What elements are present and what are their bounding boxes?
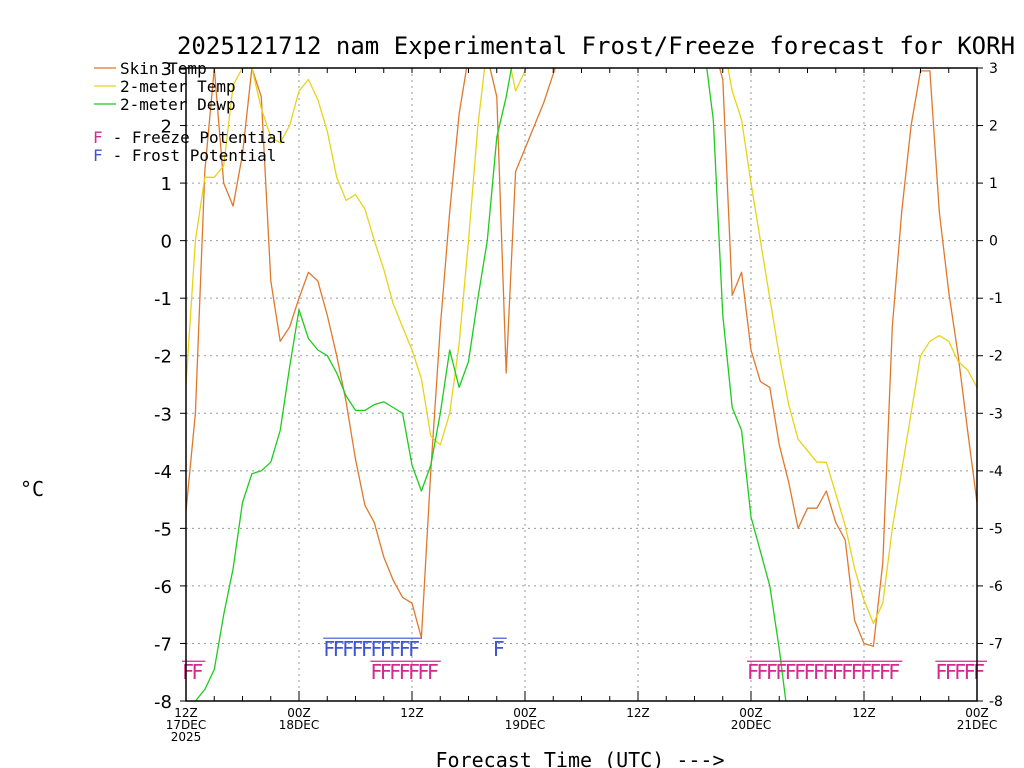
- freeze-marker: F: [785, 660, 797, 684]
- x-tick-label: 00Z: [965, 706, 989, 720]
- x-tick-label: 12Z: [852, 706, 876, 720]
- freeze-marker: F: [408, 660, 420, 684]
- x-tick-label: 00Z: [513, 706, 537, 720]
- y-tick-label-right: 2: [989, 119, 998, 135]
- plot-frame: [185, 67, 978, 702]
- y-tick-label-right: 3: [989, 61, 998, 77]
- freeze-marker: F: [804, 660, 816, 684]
- series-group: [186, 68, 977, 701]
- legend-line-label: Skin Temp: [120, 59, 207, 78]
- series-line-2-meter-temp: [186, 68, 977, 624]
- x-axis-label: Forecast Time (UTC) --->: [436, 748, 725, 768]
- legend-line-label: 2-meter Temp: [120, 77, 236, 96]
- y-tick-label-right: -3: [989, 406, 1003, 422]
- freeze-marker: F: [888, 660, 900, 684]
- frost-marker: F: [408, 637, 420, 661]
- legend-marker-letter: F: [93, 128, 103, 147]
- frost-marker: F: [361, 637, 373, 661]
- y-tick-label-left: 1: [161, 174, 172, 195]
- x-tick-label: 19DEC: [505, 718, 545, 732]
- y-tick-label-left: -5: [154, 519, 172, 540]
- y-tick-label-right: -1: [989, 291, 1003, 307]
- freeze-marker: F: [860, 660, 872, 684]
- x-tick-label: 12Z: [174, 706, 198, 720]
- legend-line-label: 2-meter Dewp: [120, 95, 236, 114]
- y-tick-label-left: -7: [154, 634, 172, 655]
- freeze-marker: F: [945, 660, 957, 684]
- frost-marker: F: [352, 637, 364, 661]
- freeze-marker: F: [389, 660, 401, 684]
- legend-marker-label: - Frost Potential: [103, 146, 276, 165]
- freeze-marker: F: [417, 660, 429, 684]
- freeze-marker: F: [380, 660, 392, 684]
- legend-marker-label: - Freeze Potential: [103, 128, 286, 147]
- frost-marker: F: [370, 637, 382, 661]
- freeze-marker: F: [935, 660, 947, 684]
- freeze-marker: F: [794, 660, 806, 684]
- x-tick-label: 12Z: [400, 706, 424, 720]
- x-tick-label: 12Z: [626, 706, 650, 720]
- y-axis-label: °C: [20, 477, 44, 501]
- freeze-marker: F: [766, 660, 778, 684]
- legend-marker-letter: F: [93, 146, 103, 165]
- chart-title: 2025121712 nam Experimental Frost/Freeze…: [177, 32, 1015, 60]
- y-tick-label-left: 3: [161, 59, 172, 80]
- x-tick-label: 18DEC: [279, 718, 319, 732]
- x-tick-label: 17DEC: [166, 718, 206, 732]
- freeze-marker: F: [427, 660, 439, 684]
- freeze-marker: F: [964, 660, 976, 684]
- y-tick-label-right: 1: [989, 176, 998, 192]
- frost-marker: F: [380, 637, 392, 661]
- y-tick-label-right: -4: [989, 464, 1003, 480]
- y-tick-label-right: -2: [989, 349, 1003, 365]
- y-tick-label-right: -6: [989, 579, 1003, 595]
- freeze-marker: F: [370, 660, 382, 684]
- y-tick-label-left: -1: [154, 289, 172, 310]
- frost-marker: F: [389, 637, 401, 661]
- y-tick-label-left: -6: [154, 577, 172, 598]
- y-tick-label-left: -8: [154, 692, 172, 713]
- x-tick-label: 21DEC: [957, 718, 997, 732]
- y-tick-label-right: 0: [989, 234, 998, 250]
- frost-marker: F: [323, 637, 335, 661]
- freeze-marker: F: [191, 660, 203, 684]
- y-tick-label-left: -4: [154, 462, 172, 483]
- y-tick-label-right: -5: [989, 521, 1003, 537]
- freeze-marker: F: [851, 660, 863, 684]
- freeze-marker: F: [841, 660, 853, 684]
- freeze-marker: F: [832, 660, 844, 684]
- freeze-marker: F: [973, 660, 985, 684]
- x-tick-label: 00Z: [287, 706, 311, 720]
- y-tick-label-left: -2: [154, 347, 172, 368]
- freeze-marker: F: [756, 660, 768, 684]
- y-tick-label-left: 0: [161, 232, 172, 253]
- freeze-marker: F: [747, 660, 759, 684]
- series-line-skin-temp: [186, 68, 977, 647]
- freeze-marker: F: [775, 660, 787, 684]
- y-tick-label-right: -7: [989, 636, 1003, 652]
- y-tick-label-left: 2: [161, 117, 172, 138]
- series-line-2-meter-dewp: [194, 68, 787, 701]
- axis-ticks: -8 -8 -7 -7 -6 -6 -5 -5 -4 -4 -3 -3 -2 -2 -1 -1 0 0 1 1 2 2 3 3…: [154, 59, 1003, 744]
- y-tick-label-left: -3: [154, 404, 172, 425]
- frost-marker: F: [333, 637, 345, 661]
- freeze-marker: F: [869, 660, 881, 684]
- y-tick-label-right: -8: [989, 694, 1003, 710]
- freeze-marker: F: [182, 660, 194, 684]
- freeze-marker: F: [399, 660, 411, 684]
- x-tick-label: 00Z: [739, 706, 763, 720]
- x-tick-label: 2025: [171, 730, 202, 744]
- freeze-marker: F: [822, 660, 834, 684]
- freeze-marker: F: [954, 660, 966, 684]
- frost-marker: F: [399, 637, 411, 661]
- grid-lines: [186, 68, 977, 701]
- freeze-marker: F: [879, 660, 891, 684]
- x-tick-label: 20DEC: [731, 718, 771, 732]
- frost-marker: F: [493, 637, 505, 661]
- frost-marker: F: [342, 637, 354, 661]
- freeze-marker: F: [813, 660, 825, 684]
